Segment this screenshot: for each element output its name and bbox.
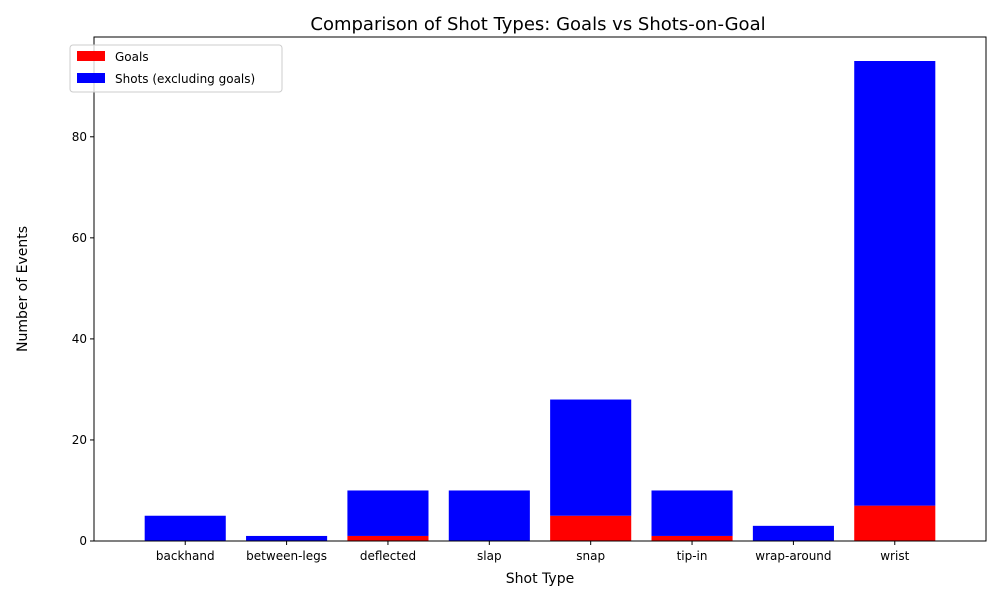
- bar-goals-wrist: [854, 505, 936, 541]
- x-tick-label: wrap-around: [755, 549, 831, 563]
- x-tick-label: between-legs: [246, 549, 327, 563]
- x-tick-label: deflected: [360, 549, 416, 563]
- bar-goals-tip-in: [651, 535, 733, 541]
- y-tick-label: 60: [72, 231, 87, 245]
- bars-layer: [144, 61, 936, 541]
- bar-shots-wrap-around: [752, 525, 834, 541]
- y-tick-label: 20: [72, 433, 87, 447]
- legend-swatch-goals: [77, 51, 105, 61]
- x-tick-label: backhand: [156, 549, 215, 563]
- bar-shots-snap: [550, 399, 632, 516]
- chart-title: Comparison of Shot Types: Goals vs Shots…: [310, 14, 765, 35]
- bar-shots-wrist: [854, 61, 936, 506]
- bar-shots-between-legs: [246, 535, 328, 541]
- plot-frame: [93, 36, 987, 542]
- y-tick-label: 80: [72, 130, 87, 144]
- legend-label-goals: Goals: [115, 50, 149, 64]
- x-tick-label: snap: [576, 549, 605, 563]
- bar-shots-deflected: [347, 490, 429, 536]
- legend-frame: [69, 44, 283, 93]
- legend-swatch-shots: [77, 73, 105, 83]
- y-axis-label: Number of Events: [15, 226, 31, 352]
- x-axis-label: Shot Type: [506, 571, 574, 587]
- legend-label-shots: Shots (excluding goals): [115, 72, 255, 86]
- bar-goals-deflected: [347, 535, 429, 541]
- bar-shots-backhand: [144, 515, 226, 541]
- legend: Goals Shots (excluding goals): [69, 44, 283, 93]
- bar-shots-slap: [448, 490, 530, 541]
- x-tick-label: tip-in: [677, 549, 708, 563]
- y-axis-ticks: 0 20 40 60 80: [72, 130, 94, 548]
- y-tick-label: 40: [72, 332, 87, 346]
- bar-goals-snap: [550, 515, 632, 541]
- x-tick-label: wrist: [880, 549, 909, 563]
- x-tick-label: slap: [477, 549, 502, 563]
- y-tick-label: 0: [79, 534, 87, 548]
- bar-shots-tip-in: [651, 490, 733, 536]
- x-axis-ticks: backhand between-legs deflected slap snap tip…: [156, 541, 910, 563]
